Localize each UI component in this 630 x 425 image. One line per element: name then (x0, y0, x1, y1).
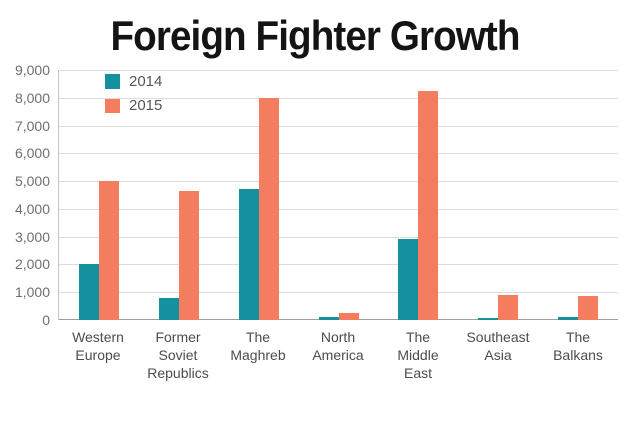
legend-label: 2015 (129, 97, 163, 114)
gridline (59, 208, 618, 210)
bar-2015 (418, 90, 439, 320)
x-label: Former Soviet Republics (147, 329, 209, 382)
y-tick-label: 0 (42, 312, 50, 328)
bar-2014 (558, 317, 579, 320)
legend-item: 2015 (105, 97, 162, 114)
bar-group (538, 295, 618, 320)
gridline (59, 97, 618, 99)
bar-2014 (478, 318, 499, 320)
x-axis-labels: Western Europe Former Soviet Republics The… (58, 328, 618, 383)
legend-swatch-2014 (105, 74, 120, 89)
bar-2014 (398, 239, 419, 320)
gridline (59, 125, 618, 127)
bar-2015 (178, 190, 199, 320)
gridline (59, 264, 618, 266)
y-tick-label: 2,000 (14, 256, 50, 273)
y-tick-label: 8,000 (14, 89, 50, 106)
x-label: The Maghreb (230, 329, 286, 364)
y-tick-label: 3,000 (14, 228, 50, 245)
bar-2014 (238, 189, 259, 320)
bar-2014 (158, 297, 179, 320)
y-tick-label: 4,000 (14, 200, 50, 217)
y-axis: 9,000 8,000 7,000 6,000 5,000 4,000 3,000 2,000… (0, 62, 58, 328)
gridline (59, 153, 618, 155)
y-tick-label: 1,000 (14, 284, 50, 301)
bar-2014 (318, 317, 339, 320)
x-label: North America (312, 329, 364, 364)
bar-group (378, 90, 458, 320)
y-tick-label: 7,000 (14, 117, 50, 134)
chart-title: Foreign Fighter Growth (110, 12, 520, 59)
bar-2015 (498, 295, 519, 320)
bar-2015 (258, 97, 279, 320)
bar-group (139, 190, 219, 320)
gridline (59, 181, 618, 183)
x-label: The Middle East (397, 329, 439, 382)
bar-2014 (78, 264, 99, 320)
gridline (59, 292, 618, 294)
bar-group (219, 97, 299, 320)
bar-2015 (338, 313, 359, 320)
legend-label: 2014 (129, 73, 163, 90)
bar-groups (59, 70, 618, 320)
bar-group (59, 181, 139, 320)
bar-2015 (98, 181, 119, 320)
bar-2015 (578, 295, 599, 320)
x-label: Western Europe (72, 329, 124, 364)
legend: 2014 2015 (105, 73, 162, 114)
x-label: The Balkans (553, 329, 603, 364)
bar-chart: 9,000 8,000 7,000 6,000 5,000 4,000 3,000 2,000… (0, 62, 630, 328)
bar-group (299, 313, 379, 320)
gridline (59, 70, 618, 71)
y-tick-label: 5,000 (14, 173, 50, 190)
bar-group (458, 295, 538, 320)
plot-area: 2014 2015 (58, 70, 618, 320)
legend-item: 2014 (105, 73, 162, 90)
legend-swatch-2015 (105, 98, 120, 113)
y-tick-label: 6,000 (14, 145, 50, 162)
y-tick-label: 9,000 (14, 62, 50, 78)
gridline (59, 236, 618, 238)
x-label: Southeast Asia (466, 329, 530, 364)
